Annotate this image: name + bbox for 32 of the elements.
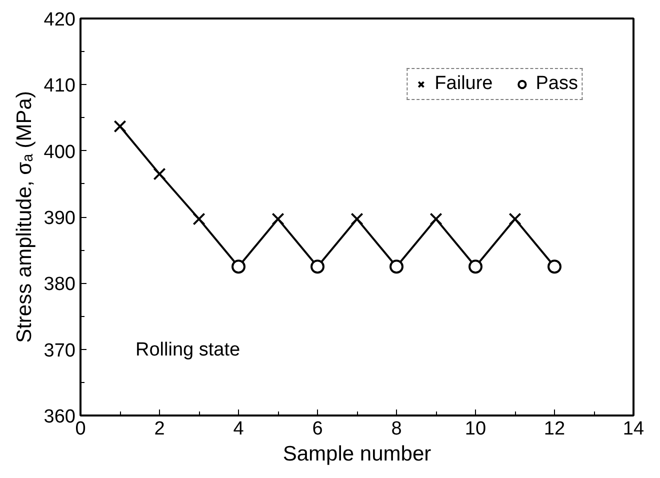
annotation: Rolling state: [136, 340, 240, 360]
point: [114, 120, 126, 133]
point: [390, 260, 404, 274]
x-tick-label: 6: [312, 418, 323, 440]
y-tick-label: 360: [44, 406, 76, 428]
x-tick-label: 10: [464, 418, 486, 440]
x-tick-label: 12: [544, 418, 566, 440]
y-tick-label: 380: [44, 274, 76, 296]
y-axis-title: Stress amplitude, σₐ (MPa): [12, 91, 36, 343]
legend-label: Pass: [536, 73, 578, 95]
x-tick-label: 14: [622, 418, 644, 440]
x-tick-label: 4: [233, 418, 244, 440]
point: [310, 260, 324, 274]
x-axis-title: Sample number: [282, 442, 432, 466]
y-tick-label: 410: [44, 76, 76, 97]
y-tick-label: 420: [44, 10, 76, 30]
y-tick-label: 390: [44, 208, 76, 229]
point: [508, 212, 522, 226]
y-tick-label: 370: [44, 340, 76, 362]
point: [232, 260, 246, 274]
point: [153, 168, 166, 180]
x-tick-label: 2: [154, 418, 165, 440]
point: [272, 212, 284, 226]
y-tick-label: 400: [44, 142, 76, 163]
point: [350, 212, 364, 226]
point: [430, 212, 442, 226]
point: [468, 260, 482, 274]
x-tick-label: 0: [75, 418, 86, 440]
point: [192, 212, 206, 226]
legend-label: Failure: [434, 73, 493, 95]
point: [548, 260, 562, 274]
x-tick-label: 8: [391, 418, 402, 440]
